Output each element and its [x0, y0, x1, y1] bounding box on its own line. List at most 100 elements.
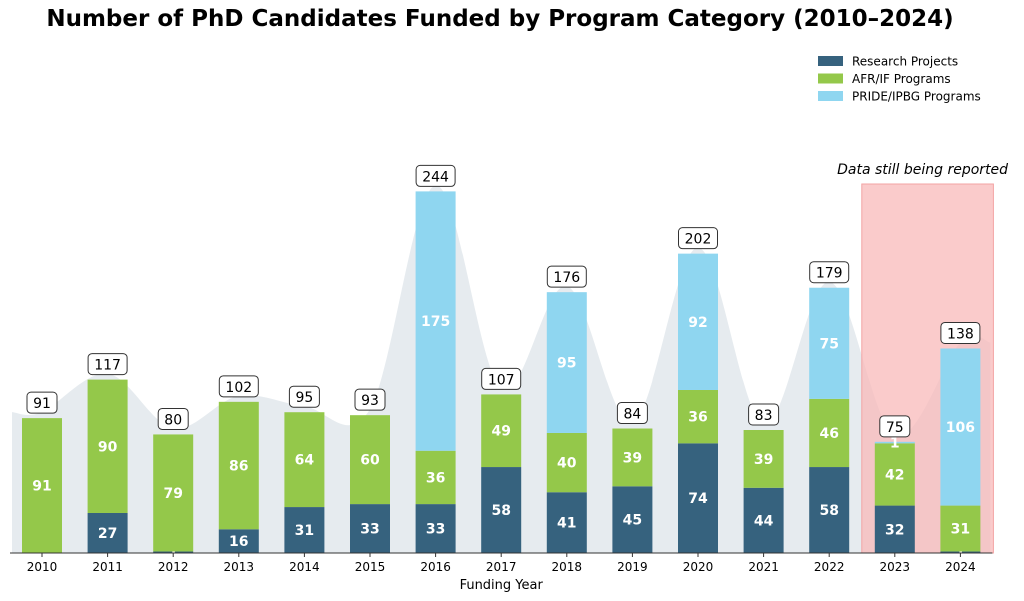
- bar-segment-label: 1: [890, 436, 900, 452]
- bar-segment: [678, 443, 718, 553]
- legend-label: AFR/IF Programs: [852, 72, 951, 86]
- bar-segment-label: 16: [229, 534, 248, 550]
- bar-segment: [874, 505, 915, 553]
- x-tick-label: 2020: [683, 560, 714, 574]
- legend-label: PRIDE/IPBG Programs: [852, 90, 981, 104]
- x-tick-label: 2024: [945, 560, 976, 574]
- bar-segment: [153, 551, 194, 553]
- total-label-box: [809, 261, 850, 284]
- total-label: 75: [886, 420, 904, 436]
- bar-segment: [940, 505, 981, 552]
- bar-segment-label: 31: [951, 522, 970, 538]
- bar-segment-label: 79: [163, 486, 182, 502]
- bar-segment: [350, 504, 390, 553]
- x-tick-label: 2022: [814, 560, 845, 574]
- chart-title: Number of PhD Candidates Funded by Progr…: [46, 6, 954, 32]
- x-tick-label: 2019: [617, 560, 648, 574]
- legend-swatch: [818, 56, 843, 66]
- bar-segment-label: 49: [491, 424, 510, 440]
- bar-segment-label: 27: [98, 526, 117, 542]
- total-label: 202: [685, 232, 712, 248]
- bar-segment-label: 95: [557, 356, 576, 372]
- total-label-box: [940, 321, 981, 344]
- bar-segment: [678, 253, 718, 390]
- bar-segment-label: 64: [295, 453, 315, 469]
- bar-segment: [809, 467, 850, 553]
- total-label-box: [481, 367, 522, 390]
- bar-segment-label: 36: [426, 470, 445, 486]
- bar-segment: [678, 389, 718, 444]
- bar-segment-label: 75: [819, 336, 838, 352]
- bar-segment-label: 40: [557, 456, 577, 472]
- total-label: 84: [623, 407, 641, 423]
- bar-segment: [940, 551, 981, 553]
- bar-segment: [218, 529, 259, 553]
- total-label: 80: [164, 412, 182, 428]
- total-label: 117: [94, 358, 121, 374]
- total-label-box: [616, 402, 648, 425]
- bar-segment: [284, 507, 325, 553]
- bar-segment-label: 32: [885, 522, 904, 538]
- bar-segment: [415, 191, 456, 451]
- total-label: 107: [488, 372, 515, 388]
- x-tick-label: 2023: [880, 560, 911, 574]
- total-label: 138: [947, 326, 974, 342]
- bar-segment-label: 33: [360, 522, 379, 538]
- bar-segment-label: 31: [295, 523, 314, 539]
- bar-segment: [218, 401, 259, 530]
- total-label-box: [415, 164, 456, 187]
- total-label: 179: [816, 266, 843, 282]
- x-tick-label: 2012: [158, 560, 189, 574]
- total-label: 244: [422, 169, 449, 185]
- bar-segment-label: 58: [491, 503, 510, 519]
- total-label: 91: [33, 396, 51, 412]
- bar-segment: [284, 412, 325, 508]
- bar-segment-label: 91: [32, 479, 51, 495]
- bar-segment: [809, 287, 850, 399]
- bar-segment: [874, 441, 915, 444]
- total-label: 176: [553, 270, 580, 286]
- bar-segment-label: 42: [885, 467, 904, 483]
- total-label-box: [87, 353, 128, 376]
- total-label-box: [218, 375, 259, 398]
- bar-segment-label: 39: [754, 452, 773, 468]
- total-label: 93: [361, 393, 379, 409]
- bar-segment-label: 175: [421, 314, 450, 330]
- bar-segment-label: 58: [819, 503, 838, 519]
- bar-segment: [874, 443, 915, 506]
- x-tick-label: 2013: [224, 560, 255, 574]
- x-tick-label: 2011: [92, 560, 123, 574]
- bar-segment-label: 41: [557, 516, 576, 532]
- total-label-box: [748, 403, 780, 426]
- legend-swatch: [818, 91, 843, 101]
- bar-segment-label: 33: [426, 522, 445, 538]
- bar-segment-label: 106: [946, 420, 975, 436]
- bar-segment: [415, 450, 456, 505]
- x-tick-label: 2016: [420, 560, 451, 574]
- legend: Research Projects AFR/IF Programs PRIDE/IP…: [818, 55, 981, 104]
- bar-segment: [809, 398, 850, 468]
- x-axis-label: Funding Year: [460, 578, 544, 593]
- total-label: 95: [295, 390, 313, 406]
- total-label-box: [354, 388, 386, 411]
- bar-segment: [87, 379, 128, 513]
- bar-segment: [940, 348, 981, 506]
- total-label: 83: [755, 408, 773, 424]
- bar-segment: [481, 394, 522, 468]
- bar-segment: [612, 428, 653, 487]
- total-label-box: [26, 391, 58, 414]
- bar-segment-label: 46: [819, 426, 838, 442]
- total-label-box: [678, 227, 718, 250]
- bar-segment: [415, 504, 456, 553]
- bar-segment-label: 45: [623, 513, 642, 529]
- bar-segment: [743, 487, 784, 553]
- bar-segment-label: 36: [688, 410, 707, 426]
- total-label-box: [546, 265, 587, 288]
- legend-label: Research Projects: [852, 55, 958, 69]
- x-tick-label: 2018: [552, 560, 583, 574]
- bar-segment: [350, 415, 390, 505]
- bar-segment-label: 92: [688, 315, 707, 331]
- bar-segment: [481, 467, 522, 553]
- bar-segment: [546, 492, 587, 553]
- x-tick-label: 2010: [27, 560, 58, 574]
